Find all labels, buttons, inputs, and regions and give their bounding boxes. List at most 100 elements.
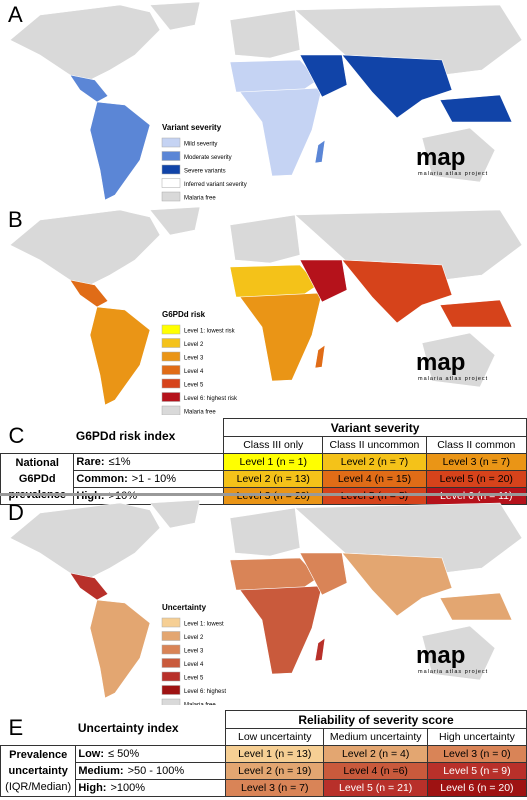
legend-title: G6PDd risk — [162, 310, 206, 319]
map-region — [341, 552, 453, 617]
map-region — [239, 87, 323, 177]
cell: Level 3 (n = 0) — [426, 745, 527, 763]
cell: Class II common — [425, 436, 527, 454]
map-region — [314, 637, 326, 662]
cell: Prevalence uncertainty (IQR/Median) — [0, 745, 77, 797]
cell: NationalG6PDdprevalence — [0, 453, 75, 505]
legend-label: Level 2 — [184, 635, 204, 641]
cell: Level 2 (n = 7) — [322, 453, 427, 471]
map-region — [9, 4, 161, 81]
legend-label: Level 4 — [184, 662, 204, 668]
cell: Low: ≤ 50% — [75, 745, 227, 763]
legend-swatch — [161, 658, 181, 668]
legend-swatch — [161, 365, 181, 375]
legend-swatch — [161, 351, 181, 362]
legend-label: Level 1: lowest — [184, 622, 224, 628]
legend-label: Level 6: highest — [184, 689, 226, 695]
map-region — [299, 552, 348, 596]
map-region — [229, 264, 319, 298]
cell: Level 3 (n = 7) — [225, 779, 325, 797]
logo-tagline: malaria atlas project — [418, 376, 488, 382]
map-region — [229, 214, 301, 264]
legend-swatch — [161, 631, 181, 641]
row-term: Medium: — [78, 765, 124, 777]
legend-swatch — [161, 617, 181, 628]
row-group-line: National — [15, 457, 59, 469]
cell: Common: >1 - 10% — [73, 470, 225, 488]
map-region — [229, 557, 319, 591]
row-group-line: uncertainty — [8, 765, 68, 777]
cell: Level 5 (n = 21) — [323, 779, 428, 797]
row-group-line: (IQR/Median) — [5, 781, 72, 793]
map-panel: A Variant severity Mild severity Moderate s… — [8, 1, 523, 202]
legend-label: Malaria free — [184, 196, 216, 202]
cell: Class III only — [223, 436, 324, 454]
map-region — [299, 259, 348, 303]
map-region — [89, 599, 151, 699]
map-region — [439, 299, 513, 328]
legend-swatch — [161, 392, 181, 402]
row-group-line: Prevalence — [9, 749, 68, 761]
legend-swatch — [161, 338, 181, 348]
map-region — [421, 625, 496, 681]
legend-title: Variant severity — [162, 123, 222, 132]
cell: Level 3 (n = 7) — [425, 453, 527, 471]
panel-label: A — [8, 2, 23, 27]
map-region — [89, 101, 151, 201]
map-region — [229, 507, 301, 557]
legend-label: Level 3 — [184, 649, 204, 655]
separator — [0, 493, 527, 496]
cell: Reliability of severity score — [225, 710, 527, 729]
cell: Level 4 (n =6) — [323, 762, 428, 780]
map-region — [9, 209, 161, 286]
legend-swatch — [161, 191, 181, 202]
map-region — [299, 54, 348, 98]
legend-label: Level 1: lowest risk — [184, 329, 236, 335]
map-region — [69, 74, 109, 103]
uncertainty-table: E Uncertainty index Reliability of severit… — [0, 710, 527, 797]
legend-label: Malaria free — [184, 703, 216, 706]
map-region — [89, 306, 151, 406]
legend-swatch — [161, 405, 181, 415]
row-term: Rare: — [76, 456, 105, 468]
legend-title: Uncertainty — [162, 603, 207, 612]
cell: Level 2 (n = 19) — [225, 762, 325, 780]
row-range: >100% — [110, 782, 146, 794]
map-region — [239, 292, 323, 382]
logo-tagline: malaria atlas project — [418, 171, 488, 177]
logo-tagline: malaria atlas project — [418, 669, 488, 675]
row-range: ≤ 50% — [108, 748, 140, 760]
legend-label: Level 4 — [184, 369, 204, 375]
legend-label: Moderate severity — [184, 155, 232, 161]
legend-label: Level 5 — [184, 676, 204, 682]
map-panel: B G6PDd risk Level 1: lowest risk Level 2 Le… — [8, 206, 523, 416]
legend-label: Mild severity — [184, 142, 217, 148]
cell: Class II uncommon — [322, 436, 427, 454]
map-region — [9, 502, 161, 579]
cell: High: >100% — [75, 779, 227, 797]
logo: map — [416, 144, 465, 171]
legend-swatch — [161, 151, 181, 161]
map-region — [69, 572, 109, 601]
map-region — [149, 1, 201, 31]
risk-table: C G6PDd risk index Variant severity Class I… — [0, 418, 527, 505]
legend-swatch — [161, 671, 181, 682]
cell: Level 5 (n = 9) — [426, 762, 527, 780]
row-range: >50 - 100% — [127, 765, 185, 777]
map-region — [314, 139, 326, 164]
legend-swatch — [161, 644, 181, 655]
legend-swatch — [161, 137, 181, 148]
legend-label: Severe variants — [184, 169, 226, 175]
map-region — [314, 344, 326, 369]
legend-swatch — [161, 378, 181, 389]
cell: Level 5 (n = 20) — [425, 470, 527, 488]
cell: Level 1 (n = 13) — [225, 745, 325, 763]
cell: Uncertainty index — [77, 720, 179, 735]
legend-label: Malaria free — [184, 410, 216, 416]
map-region — [341, 54, 453, 119]
cell: High uncertainty — [426, 728, 527, 746]
cell: Low uncertainty — [225, 728, 325, 746]
logo: map — [416, 349, 465, 376]
cell: C — [8, 422, 25, 448]
